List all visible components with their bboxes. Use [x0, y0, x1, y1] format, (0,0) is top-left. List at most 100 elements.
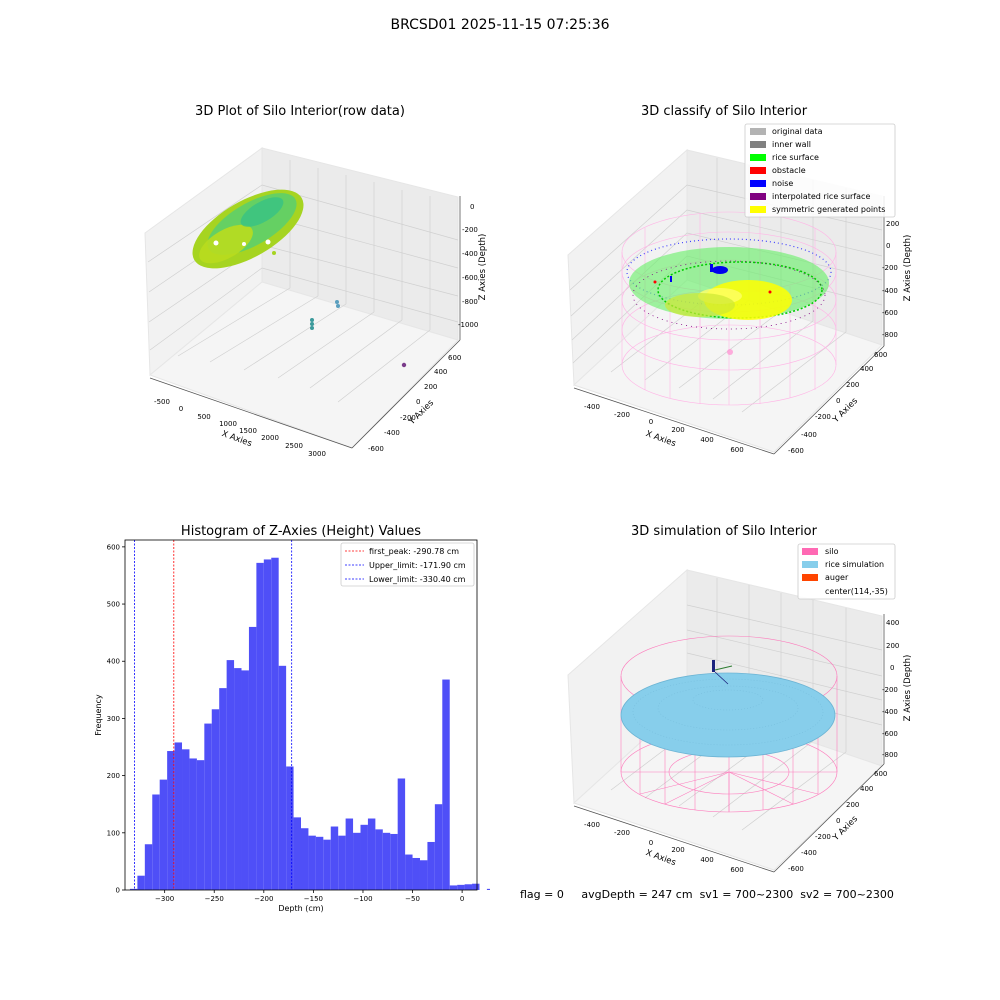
classify-legend-label: obstacle [772, 166, 806, 175]
classify-x-tick: 0 [649, 418, 653, 426]
raw-x-tick: 1000 [219, 420, 237, 428]
simulation-z-tick: -800 [882, 751, 898, 759]
histogram-bar [367, 818, 376, 890]
histogram-x-tick-label: −200 [254, 895, 273, 903]
raw-z-tick: -800 [462, 298, 478, 306]
classify-z-tick: -400 [882, 287, 898, 295]
simulation-y-tick: 400 [860, 785, 873, 793]
histogram-x-ticks: −300 −250 −200 −150 −100 −50 0 [155, 890, 464, 903]
histogram-bar [419, 860, 428, 890]
simulation-z-label: Z Axies (Depth) [903, 655, 913, 722]
histogram-bar [472, 883, 480, 890]
histogram-y-tick-label: 100 [107, 829, 120, 837]
histogram-bar [196, 760, 205, 890]
histogram-bar [308, 835, 316, 890]
histogram-bar [412, 857, 420, 890]
histogram-bar [338, 835, 346, 890]
classify-legend-label: noise [772, 179, 793, 188]
raw-y-tick: -600 [368, 445, 384, 453]
sv1-text: sv1 = 700~2300 [699, 888, 794, 901]
histogram-bar [315, 836, 324, 890]
histogram-y-tick-label: 200 [107, 772, 120, 780]
raw-x-tick: 1500 [239, 427, 257, 435]
histogram-bar [434, 804, 443, 890]
simulation-legend-label: rice simulation [825, 560, 884, 569]
simulation-y-tick: 0 [836, 817, 840, 825]
status-footer: flag = 0 avgDepth = 247 cm sv1 = 700~230… [520, 888, 894, 901]
simulation-y-tick: -200 [815, 833, 831, 841]
histogram-bar [293, 817, 301, 890]
histogram-bar [397, 778, 406, 890]
figure-title: BRCSD01 2025-11-15 07:25:36 [390, 17, 610, 33]
histogram-bar [234, 668, 242, 890]
histogram-vlines [134, 540, 293, 890]
histogram-bar [375, 829, 383, 890]
raw-y-tick: 0 [416, 398, 420, 406]
classify-3d-plot: -400 -200 0 200 400 600 -600 -400 -200 0… [567, 123, 913, 455]
classify-legend-label: rice surface [772, 153, 819, 162]
histogram-bar [189, 758, 197, 890]
histogram-bar [405, 854, 413, 890]
histogram-bar [286, 766, 294, 890]
classify-y-tick: 200 [846, 381, 859, 389]
sv2-text: sv2 = 700~2300 [800, 888, 894, 901]
classify-legend-label: original data [772, 127, 823, 136]
raw-y-tick: -400 [384, 429, 400, 437]
simulation-y-tick: -600 [788, 865, 804, 873]
histogram-legend: first_peak: -290.78 cm Upper_limit: -171… [340, 542, 475, 587]
raw-z-label: Z Axies (Depth) [478, 234, 488, 301]
simulation-z-tick: 200 [886, 642, 899, 650]
histogram-x-tick-label: −50 [405, 895, 420, 903]
histogram-x-tick-label: −250 [205, 895, 224, 903]
simulation-x-tick: -400 [584, 821, 600, 829]
simulation-auger [712, 660, 733, 685]
histogram-bar [226, 660, 235, 890]
plot2-title: 3D classify of Silo Interior [640, 104, 808, 119]
histogram-bar [241, 670, 249, 890]
histogram-bar [248, 626, 257, 890]
histogram-bar [219, 688, 227, 890]
classify-legend-label: interpolated rice surface [772, 192, 870, 201]
classify-y-tick: -600 [788, 447, 804, 455]
raw-data-3d-axes [144, 147, 461, 449]
raw-z-tick: -600 [462, 274, 478, 282]
histogram-bar [301, 828, 309, 890]
histogram-bar [159, 779, 168, 890]
classify-point-cloud [626, 238, 832, 355]
histogram-bar [211, 709, 220, 890]
classify-z-label: Z Axies (Depth) [903, 235, 913, 302]
histogram-x-tick-label: −100 [353, 895, 372, 903]
simulation-legend-label: center(114,-35) [825, 587, 888, 596]
raw-y-tick: 600 [448, 354, 461, 362]
simulation-legend: silo rice simulation auger center(114,-3… [797, 543, 896, 600]
histogram-bar [137, 875, 145, 890]
classify-legend-label: symmetric generated points [772, 205, 885, 214]
simulation-y-tick: -400 [801, 849, 817, 857]
histogram-bar [382, 832, 391, 890]
simulation-y-tick: 200 [846, 801, 859, 809]
classify-y-tick: 0 [836, 397, 840, 405]
simulation-legend-label: auger [825, 573, 849, 582]
classify-z-tick: -600 [882, 309, 898, 317]
raw-x-tick: 500 [197, 413, 210, 421]
simulation-y-tick: 600 [874, 770, 887, 778]
histogram-x-tick-label: −300 [155, 895, 174, 903]
simulation-x-tick: 200 [671, 846, 684, 854]
classify-x-tick: 400 [700, 436, 713, 444]
histogram-bar [442, 679, 450, 890]
classify-z-tick: -200 [882, 264, 898, 272]
simulation-z-tick: 0 [890, 664, 894, 672]
histogram-bar [486, 888, 490, 890]
histogram-bar [464, 884, 473, 890]
classify-y-tick: -400 [801, 431, 817, 439]
classify-z-tick: -800 [882, 331, 898, 339]
raw-x-tick: -500 [154, 398, 170, 406]
raw-y-tick: -200 [400, 414, 416, 422]
plot4-title: 3D simulation of Silo Interior [631, 524, 817, 539]
simulation-z-tick: -600 [882, 730, 898, 738]
plot1-title: 3D Plot of Silo Interior(row data) [195, 104, 405, 119]
histogram-bar [271, 557, 279, 890]
histogram-title: Histogram of Z-Axies (Height) Values [180, 524, 422, 539]
classify-legend: original data inner wall rice surface ob… [744, 123, 896, 218]
histogram-x-label: Depth (cm) [278, 904, 323, 913]
